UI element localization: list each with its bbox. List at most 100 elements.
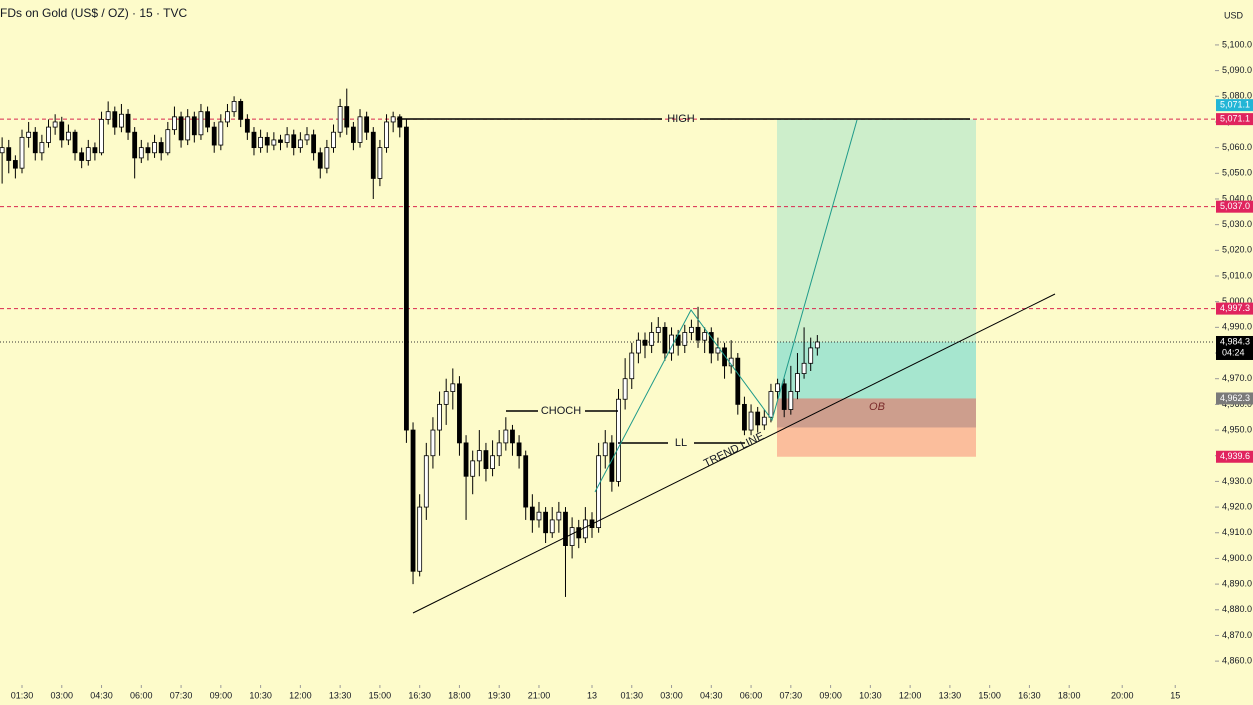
- candle-body: [324, 147, 330, 169]
- price-label: 5,037.0: [1220, 201, 1250, 211]
- x-tick-label: 13:30: [329, 690, 352, 700]
- candle-body: [761, 416, 767, 426]
- candle-body: [556, 511, 562, 521]
- x-tick-label: 07:30: [170, 690, 193, 700]
- y-tick-label: 4,870.0: [1222, 630, 1252, 640]
- candle-body: [529, 506, 535, 521]
- candle-body: [65, 131, 71, 141]
- candle-body: [191, 116, 197, 136]
- candle-body: [32, 131, 38, 154]
- candle-body: [331, 131, 336, 149]
- candle-body: [350, 126, 356, 143]
- x-tick-label: 20:00: [1111, 690, 1134, 700]
- candle-body: [238, 101, 244, 120]
- candle-body: [218, 121, 224, 146]
- x-tick-label: 12:00: [899, 690, 922, 700]
- candle-body: [735, 357, 741, 405]
- x-tick-label: 04:30: [90, 690, 113, 700]
- y-tick-label: 4,990.0: [1222, 322, 1252, 332]
- choch-label: CHOCH: [541, 405, 581, 417]
- x-tick-label: 06:00: [740, 690, 763, 700]
- x-tick-label: 01:30: [620, 690, 643, 700]
- candle-body: [629, 352, 635, 380]
- y-tick-label: 5,000.0: [1222, 296, 1252, 306]
- candle-body: [311, 134, 317, 154]
- ll-label: LL: [675, 437, 687, 449]
- y-tick-label: 4,900.0: [1222, 553, 1252, 563]
- y-tick-label: 5,010.0: [1222, 270, 1252, 280]
- x-tick-label: 13: [587, 690, 597, 700]
- y-tick-label: 5,090.0: [1222, 65, 1252, 75]
- x-tick-label: 01:30: [11, 690, 34, 700]
- y-tick-label: 4,910.0: [1222, 527, 1252, 537]
- x-tick-label: 10:30: [249, 690, 272, 700]
- price-label-box: [1216, 302, 1253, 315]
- y-tick-label: 5,040.0: [1222, 193, 1252, 203]
- high-label: HIGH: [667, 113, 695, 125]
- x-tick-label: 16:30: [1018, 690, 1041, 700]
- candle-body: [198, 111, 204, 136]
- price-label: 4,939.6: [1220, 451, 1250, 461]
- candle-body: [781, 383, 787, 410]
- candle-body: [549, 519, 555, 534]
- candle-body: [364, 116, 370, 133]
- candle-body: [563, 511, 568, 546]
- candle-body: [662, 326, 668, 354]
- candle-body: [695, 326, 701, 341]
- candle-body: [808, 347, 814, 364]
- candle-body: [145, 147, 151, 154]
- candle-body: [490, 455, 495, 469]
- candle-body: [768, 391, 774, 418]
- candle-body: [622, 378, 628, 400]
- candle-body: [225, 111, 230, 123]
- candle-body: [722, 347, 727, 367]
- candle-body: [748, 411, 754, 431]
- candle-body: [377, 147, 383, 179]
- candle-body: [457, 383, 462, 444]
- price-label: 4,962.3: [1220, 393, 1250, 403]
- x-tick-label: 03:00: [51, 690, 74, 700]
- y-tick-label: 4,880.0: [1222, 604, 1252, 614]
- candle-body: [775, 383, 780, 392]
- x-tick-label: 06:00: [130, 690, 153, 700]
- candle-body: [19, 136, 25, 169]
- candle-body: [185, 116, 191, 141]
- x-tick-label: 10:30: [859, 690, 882, 700]
- candle-body: [205, 111, 210, 128]
- candle-body: [397, 116, 403, 128]
- candle-body: [582, 519, 588, 539]
- candle-body: [543, 511, 548, 534]
- candle-body: [814, 341, 820, 349]
- candle-body: [503, 429, 509, 444]
- candles: [0, 88, 820, 597]
- candle-body: [26, 131, 32, 138]
- y-tick-label: 4,890.0: [1222, 578, 1252, 588]
- candle-body: [609, 442, 615, 482]
- candle-body: [278, 139, 283, 143]
- candle-body: [702, 332, 708, 341]
- x-tick-label: 04:30: [700, 690, 723, 700]
- candle-body: [0, 147, 5, 154]
- candle-body: [52, 121, 58, 128]
- candle-body: [483, 450, 489, 469]
- candle-body: [165, 129, 171, 154]
- candle-body: [112, 111, 118, 128]
- candle-body: [649, 332, 655, 346]
- candle-body: [231, 101, 237, 113]
- candle-body: [437, 403, 442, 431]
- x-tick-label: 19:30: [488, 690, 511, 700]
- chart-title: FDs on Gold (US$ / OZ) · 15 · TVC: [0, 6, 187, 20]
- x-tick-label: 09:00: [819, 690, 842, 700]
- candle-body: [682, 332, 688, 346]
- candle-body: [72, 131, 78, 154]
- candle-body: [576, 527, 582, 539]
- candle-body: [85, 147, 91, 161]
- candle-body: [119, 113, 124, 128]
- candle-body: [410, 429, 416, 572]
- y-tick-label: 5,080.0: [1222, 91, 1252, 101]
- candle-body: [476, 450, 482, 462]
- x-tick-label: 21:00: [528, 690, 551, 700]
- candle-body: [264, 136, 270, 146]
- candle-body: [510, 429, 515, 444]
